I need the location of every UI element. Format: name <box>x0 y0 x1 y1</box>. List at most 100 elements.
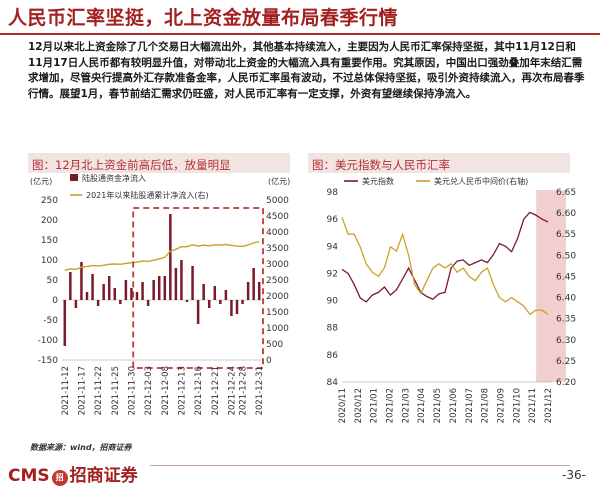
x-tick-label: 2021-12-24 <box>227 366 237 415</box>
data-source: 数据来源：wind，招商证券 <box>30 443 132 452</box>
flow-bar <box>80 262 83 300</box>
x-tick-label: 2021-12-13 <box>177 366 187 415</box>
title-underline <box>0 33 600 35</box>
usd-index-line <box>341 211 549 303</box>
flow-bar <box>230 300 233 316</box>
left-tick-label: 250 <box>41 196 58 206</box>
flow-bar <box>241 300 244 304</box>
x-tick-label: 2021/10 <box>512 388 522 423</box>
x-tick-label: 2021-11-25 <box>111 366 121 415</box>
page-title: 人民币汇率坚挺，北上资金放量布局春季行情 <box>8 7 399 29</box>
left-panel-title: 图：12月北上资金前高后低，放量明显 <box>32 158 231 172</box>
right-tick-label: 6.40 <box>556 294 576 304</box>
flow-bar <box>196 300 200 324</box>
recent-highlight-band <box>536 190 566 382</box>
right-tick-label: 6.20 <box>556 378 576 388</box>
x-tick-label: 2021-11-17 <box>77 366 87 415</box>
flow-bar <box>74 300 78 308</box>
right-tick-label: 6.50 <box>556 251 576 261</box>
flow-bar <box>141 282 144 300</box>
right-tick-label: 1000 <box>266 324 289 334</box>
flow-bar <box>202 284 205 300</box>
legend-label-line: 2021年以来陆股通累计净流入(右) <box>86 190 209 200</box>
flow-bar <box>191 266 194 300</box>
left-tick-label: 98 <box>327 188 339 198</box>
left-tick-label: -50 <box>43 316 58 326</box>
x-tick-label: 2020/11 <box>338 388 348 423</box>
logo-name-text: 招商证券 <box>69 466 138 486</box>
right-panel-title: 图：美元指数与人民币汇率 <box>312 158 450 172</box>
right-tick-label: 500 <box>266 340 283 350</box>
flow-bar <box>169 214 172 300</box>
x-tick-label: 2021-12-31 <box>255 366 265 415</box>
x-tick-label: 2021/07 <box>465 388 475 423</box>
x-tick-label: 2021/08 <box>481 388 491 423</box>
flow-bar <box>235 300 239 314</box>
flow-bar <box>91 274 94 300</box>
x-tick-label: 2021/05 <box>433 388 443 423</box>
x-tick-label: 2021-12-21 <box>211 366 221 415</box>
right-tick-label: 2500 <box>266 276 289 286</box>
flow-bar <box>69 272 72 300</box>
left-tick-label: 90 <box>327 297 339 307</box>
flow-bar <box>130 288 133 300</box>
left-tick-label: 84 <box>327 378 339 388</box>
flow-bar <box>124 280 128 300</box>
usd-cny-chart: 84 86 88 90 92 94 96 98 6.20 6.25 6.30 6.35 6.40 6.45… <box>327 176 577 423</box>
december-highlight-box <box>132 207 264 369</box>
left-tick-label: 150 <box>41 236 58 246</box>
x-tick-label: 2021/09 <box>496 388 506 423</box>
flow-bar <box>224 290 228 300</box>
flow-bar <box>207 300 211 308</box>
right-tick-label: 1500 <box>266 308 289 318</box>
flow-bar <box>119 300 122 304</box>
flow-bar <box>107 276 111 300</box>
x-tick-label: 2021/12 <box>544 388 554 423</box>
x-tick-label: 2020/12 <box>354 388 364 423</box>
flow-bar <box>219 300 222 304</box>
flow-bar <box>157 276 161 300</box>
flow-bar <box>180 260 183 300</box>
left-tick-label: 94 <box>327 242 339 252</box>
left-tick-label: 50 <box>47 276 59 286</box>
x-tick-label: 2021/11 <box>528 388 538 423</box>
right-tick-label: 6.35 <box>556 315 576 325</box>
right-panel-title-bg <box>308 153 570 173</box>
left-tick-label: -100 <box>38 336 59 346</box>
x-tick-label: 2021-11-12 <box>61 366 71 415</box>
right-tick-label: 6.45 <box>556 272 576 282</box>
right-tick-label: 3500 <box>266 244 289 254</box>
x-tick-label: 2021-12-08 <box>161 366 171 415</box>
logo-seal-icon: 招 <box>51 470 68 486</box>
legend-label-cny: 美元兑人民币中间价(右轴) <box>434 176 528 186</box>
x-tick-label: 2021-12-16 <box>194 366 204 415</box>
flow-bar <box>252 268 255 300</box>
x-tick-label: 2021/02 <box>386 388 396 423</box>
right-tick-label: 2000 <box>266 292 289 302</box>
x-tick-label: 2021-12-03 <box>144 366 154 415</box>
left-panel-title-bg <box>28 153 290 173</box>
right-tick-label: 3000 <box>266 260 289 270</box>
left-tick-label: -150 <box>38 356 59 366</box>
flow-bar <box>246 282 250 300</box>
cms-logo: CMS 招招商证券 <box>8 461 138 486</box>
left-tick-label: 100 <box>41 256 58 266</box>
x-tick-label: 2021-11-22 <box>94 366 104 415</box>
left-tick-label: 200 <box>41 216 58 226</box>
x-tick-label: 2021/04 <box>417 388 427 423</box>
footer-rule <box>150 465 570 466</box>
right-tick-label: 6.30 <box>556 336 576 346</box>
x-tick-label: 2021-11-30 <box>127 366 137 415</box>
flow-bar <box>185 300 189 302</box>
x-tick-label: 2021/06 <box>449 388 459 423</box>
cumulative-flow-line <box>64 240 260 272</box>
left-tick-label: 86 <box>327 351 339 361</box>
x-tick-label: 2021-12-28 <box>239 366 249 415</box>
right-tick-label: 5000 <box>266 196 289 206</box>
flow-bar <box>85 292 89 300</box>
flow-bar <box>135 292 139 300</box>
x-tick-label: 2021/03 <box>401 388 411 423</box>
logo-cms-text: CMS <box>8 466 50 486</box>
left-axis-unit: (亿元) <box>30 176 52 186</box>
right-axis-unit: (亿元) <box>268 176 290 186</box>
